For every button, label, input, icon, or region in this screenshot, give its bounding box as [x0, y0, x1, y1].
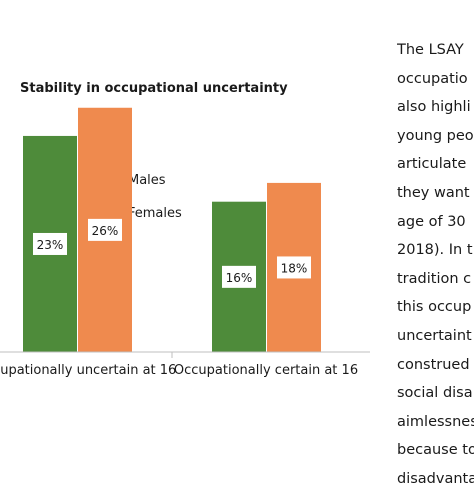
- body-text-line: young peo: [397, 127, 474, 144]
- chart: Stability in occupational uncertainty Ma…: [0, 81, 370, 378]
- body-text-line: articulate: [397, 156, 467, 173]
- category-label-1: Occupationally uncertain at 16: [0, 363, 176, 378]
- data-label-box: [88, 218, 122, 241]
- body-text-line: aimlessnes: [397, 413, 474, 430]
- data-label: 23%: [37, 238, 64, 252]
- body-text-line: this occup: [397, 299, 472, 316]
- body-text-line: disadvanta: [397, 470, 474, 487]
- body-text-fragment: The LSAY occupatio also highli young peo art…: [397, 36, 474, 494]
- category-label-2: Occupationally certain at 16: [174, 363, 358, 378]
- body-text-line: they want: [397, 184, 470, 201]
- data-label: 26%: [92, 224, 119, 238]
- body-text-line: occupatio: [397, 70, 468, 87]
- body-text-line: uncertaint: [397, 327, 472, 344]
- data-label: 18%: [281, 261, 308, 275]
- category-labels: Occupationally uncertain at 16Occupation…: [0, 363, 358, 378]
- body-text-line: also highli: [397, 99, 471, 116]
- bars: 23% 26% 16% 18%: [23, 107, 321, 353]
- body-text-line: because to: [397, 442, 474, 459]
- data-label-box: [277, 256, 311, 279]
- legend-label-males: Males: [128, 173, 166, 188]
- legend-label-females: Females: [128, 206, 182, 221]
- body-text-line: tradition c: [397, 270, 472, 287]
- body-text-line: age of 30: [397, 213, 466, 230]
- data-label: 16%: [226, 271, 253, 285]
- body-text-line: The LSAY: [397, 42, 464, 58]
- body-text-line: 2018). In t: [397, 242, 473, 259]
- data-label-box: [33, 232, 67, 255]
- body-text-line: social disa: [397, 385, 473, 402]
- data-label-box: [222, 265, 256, 288]
- body-text-line: construed: [397, 356, 470, 373]
- chart-title: Stability in occupational uncertainty: [20, 81, 288, 96]
